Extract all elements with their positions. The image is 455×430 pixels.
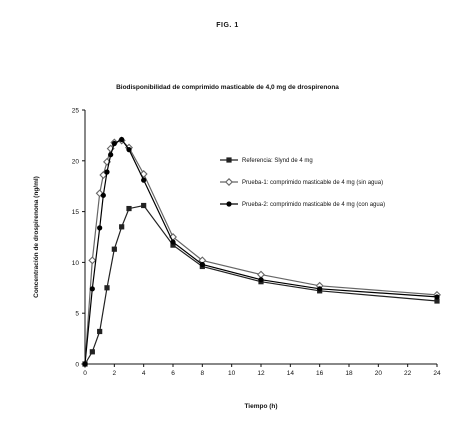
x-axis-title: Tiempo (h)	[244, 403, 277, 410]
legend-marker	[226, 157, 232, 163]
data-point-referencia	[104, 285, 110, 291]
data-point-prueba-2	[141, 177, 147, 183]
data-point-referencia	[89, 349, 95, 355]
figure-label: FIG. 1	[216, 22, 239, 29]
x-tick-label: 22	[404, 370, 412, 377]
data-point-prueba-2	[199, 261, 205, 268]
data-point-prueba-2	[434, 294, 440, 300]
data-point-prueba-1	[139, 170, 148, 178]
data-point-referencia	[141, 202, 147, 209]
x-tick-label: 4	[142, 370, 146, 377]
x-tick-label: 12	[257, 370, 265, 377]
data-point-referencia	[434, 298, 440, 304]
data-point-prueba-1	[88, 256, 97, 265]
data-point-referencia	[111, 246, 117, 252]
x-tick-label: 20	[375, 370, 383, 377]
x-tick-label: 2	[113, 370, 117, 377]
data-point-prueba-2	[108, 152, 114, 158]
data-point-prueba-2	[170, 239, 176, 245]
y-tick-label: 20	[72, 158, 80, 165]
data-point-prueba-2	[82, 361, 88, 367]
legend-label: Prueba-2: comprimido masticable de 4 mg …	[242, 202, 385, 208]
data-point-prueba-2	[119, 136, 125, 143]
data-point-prueba-2	[89, 286, 95, 292]
x-tick-label: 8	[201, 370, 205, 377]
data-point-referencia	[119, 224, 125, 230]
x-tick-label: 14	[287, 370, 295, 377]
chart-title: Biodisponibilidad de comprimido masticab…	[116, 84, 339, 91]
x-tick-label: 10	[228, 370, 236, 377]
data-point-prueba-2	[126, 147, 132, 153]
legend-item-prueba-1: Prueba-1: comprimido masticable de 4 mg …	[220, 178, 383, 186]
legend-item-referencia: Referencia: Slynd de 4 mg	[220, 157, 313, 164]
series-line-referencia	[84, 204, 438, 365]
data-point-prueba-2	[258, 277, 264, 283]
series-line-prueba-2	[84, 138, 438, 365]
series-line-prueba-1	[84, 139, 438, 365]
y-tick-label: 5	[75, 311, 79, 318]
data-point-prueba-2	[317, 286, 323, 292]
data-point-prueba-2	[97, 225, 103, 231]
series-prueba-2	[82, 136, 440, 367]
x-tick-label: 16	[316, 370, 324, 377]
data-point-prueba-2	[104, 169, 110, 175]
y-tick-label: 15	[72, 209, 80, 216]
series-prueba-1	[81, 136, 441, 368]
data-point-prueba-1	[257, 270, 265, 279]
legend-item-prueba-2: Prueba-2: comprimido masticable de 4 mg …	[220, 201, 385, 208]
chart-legend: Referencia: Slynd de 4 mg Prueba-1: compr…	[220, 157, 385, 208]
x-tick-label: 6	[171, 370, 175, 377]
x-tick-label: 0	[83, 370, 87, 377]
data-point-prueba-2	[100, 192, 106, 198]
y-tick-label: 10	[72, 260, 80, 267]
y-axis-title: Concentración de drospirenona (ng/ml)	[33, 176, 40, 298]
data-point-referencia	[170, 242, 176, 248]
legend-label: Prueba-1: comprimido masticable de 4 mg …	[242, 180, 383, 186]
legend-label: Referencia: Slynd de 4 mg	[242, 158, 313, 164]
legend-marker	[226, 201, 232, 207]
chart-series	[81, 136, 441, 368]
y-tick-label: 0	[75, 362, 79, 369]
data-point-referencia	[97, 328, 103, 335]
data-point-prueba-2	[111, 140, 117, 147]
data-point-referencia	[126, 205, 132, 212]
y-tick-label: 25	[72, 108, 80, 115]
x-tick-label: 24	[433, 370, 441, 377]
x-tick-label: 18	[345, 370, 353, 377]
legend-marker	[225, 178, 233, 186]
series-referencia	[82, 202, 440, 367]
